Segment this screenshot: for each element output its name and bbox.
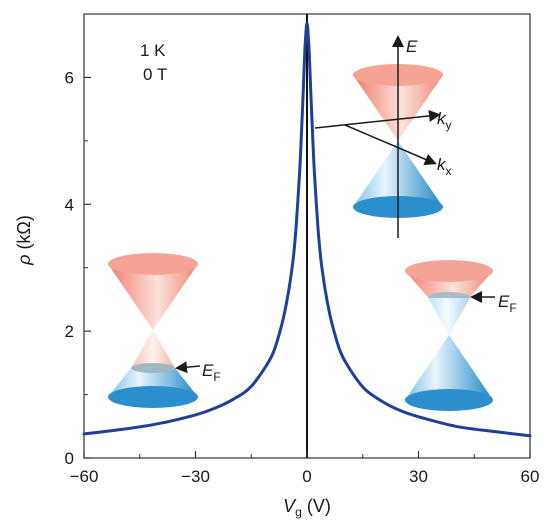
dirac-cone-diagram-right: EF bbox=[405, 260, 517, 411]
kx-axis bbox=[344, 124, 437, 165]
x-tick-label: −60 bbox=[70, 467, 99, 486]
left-fermi-label: EF bbox=[202, 361, 221, 384]
x-tick-label: 0 bbox=[302, 467, 311, 486]
temperature-label: 1 K bbox=[140, 41, 166, 60]
right-lower-cone-base bbox=[405, 389, 493, 411]
right-upper-cone-filled bbox=[428, 298, 470, 335]
field-label: 0 T bbox=[143, 65, 167, 84]
left-fermi-surface bbox=[131, 363, 175, 373]
left-upper-cone bbox=[108, 264, 198, 330]
x-tick-group: −60 −30 0 30 60 bbox=[70, 451, 540, 486]
resistivity-curve bbox=[82, 22, 532, 438]
right-upper-cone-rim bbox=[405, 260, 493, 282]
y-tick-label: 4 bbox=[65, 195, 74, 214]
x-tick-label: 60 bbox=[521, 467, 540, 486]
y-tick-group: 0 2 4 6 bbox=[65, 68, 91, 468]
y-tick-label: 0 bbox=[65, 449, 74, 468]
left-lower-cone-empty bbox=[131, 330, 175, 368]
ky-axis-label: ky bbox=[437, 109, 452, 132]
dirac-cone-diagram-left: EF bbox=[108, 253, 221, 408]
energy-axis-label: E bbox=[406, 37, 418, 56]
y-tick-label: 2 bbox=[65, 322, 74, 341]
left-lower-cone-base bbox=[108, 386, 198, 408]
x-tick-label: −30 bbox=[181, 467, 210, 486]
y-axis-label: ρ (kΩ) bbox=[14, 215, 34, 266]
ky-axis bbox=[314, 109, 441, 129]
left-fermi-arrow bbox=[175, 361, 201, 374]
right-fermi-label: EF bbox=[498, 292, 517, 315]
x-axis-label: Vg (V) bbox=[283, 496, 331, 519]
kx-axis-label: kx bbox=[437, 155, 452, 178]
right-lower-cone bbox=[405, 335, 493, 400]
x-tick-label: 30 bbox=[409, 467, 428, 486]
dirac-cone-diagram-center: E ky kx bbox=[314, 35, 452, 238]
y-tick-label: 6 bbox=[65, 68, 74, 87]
left-upper-cone-rim bbox=[108, 253, 198, 275]
